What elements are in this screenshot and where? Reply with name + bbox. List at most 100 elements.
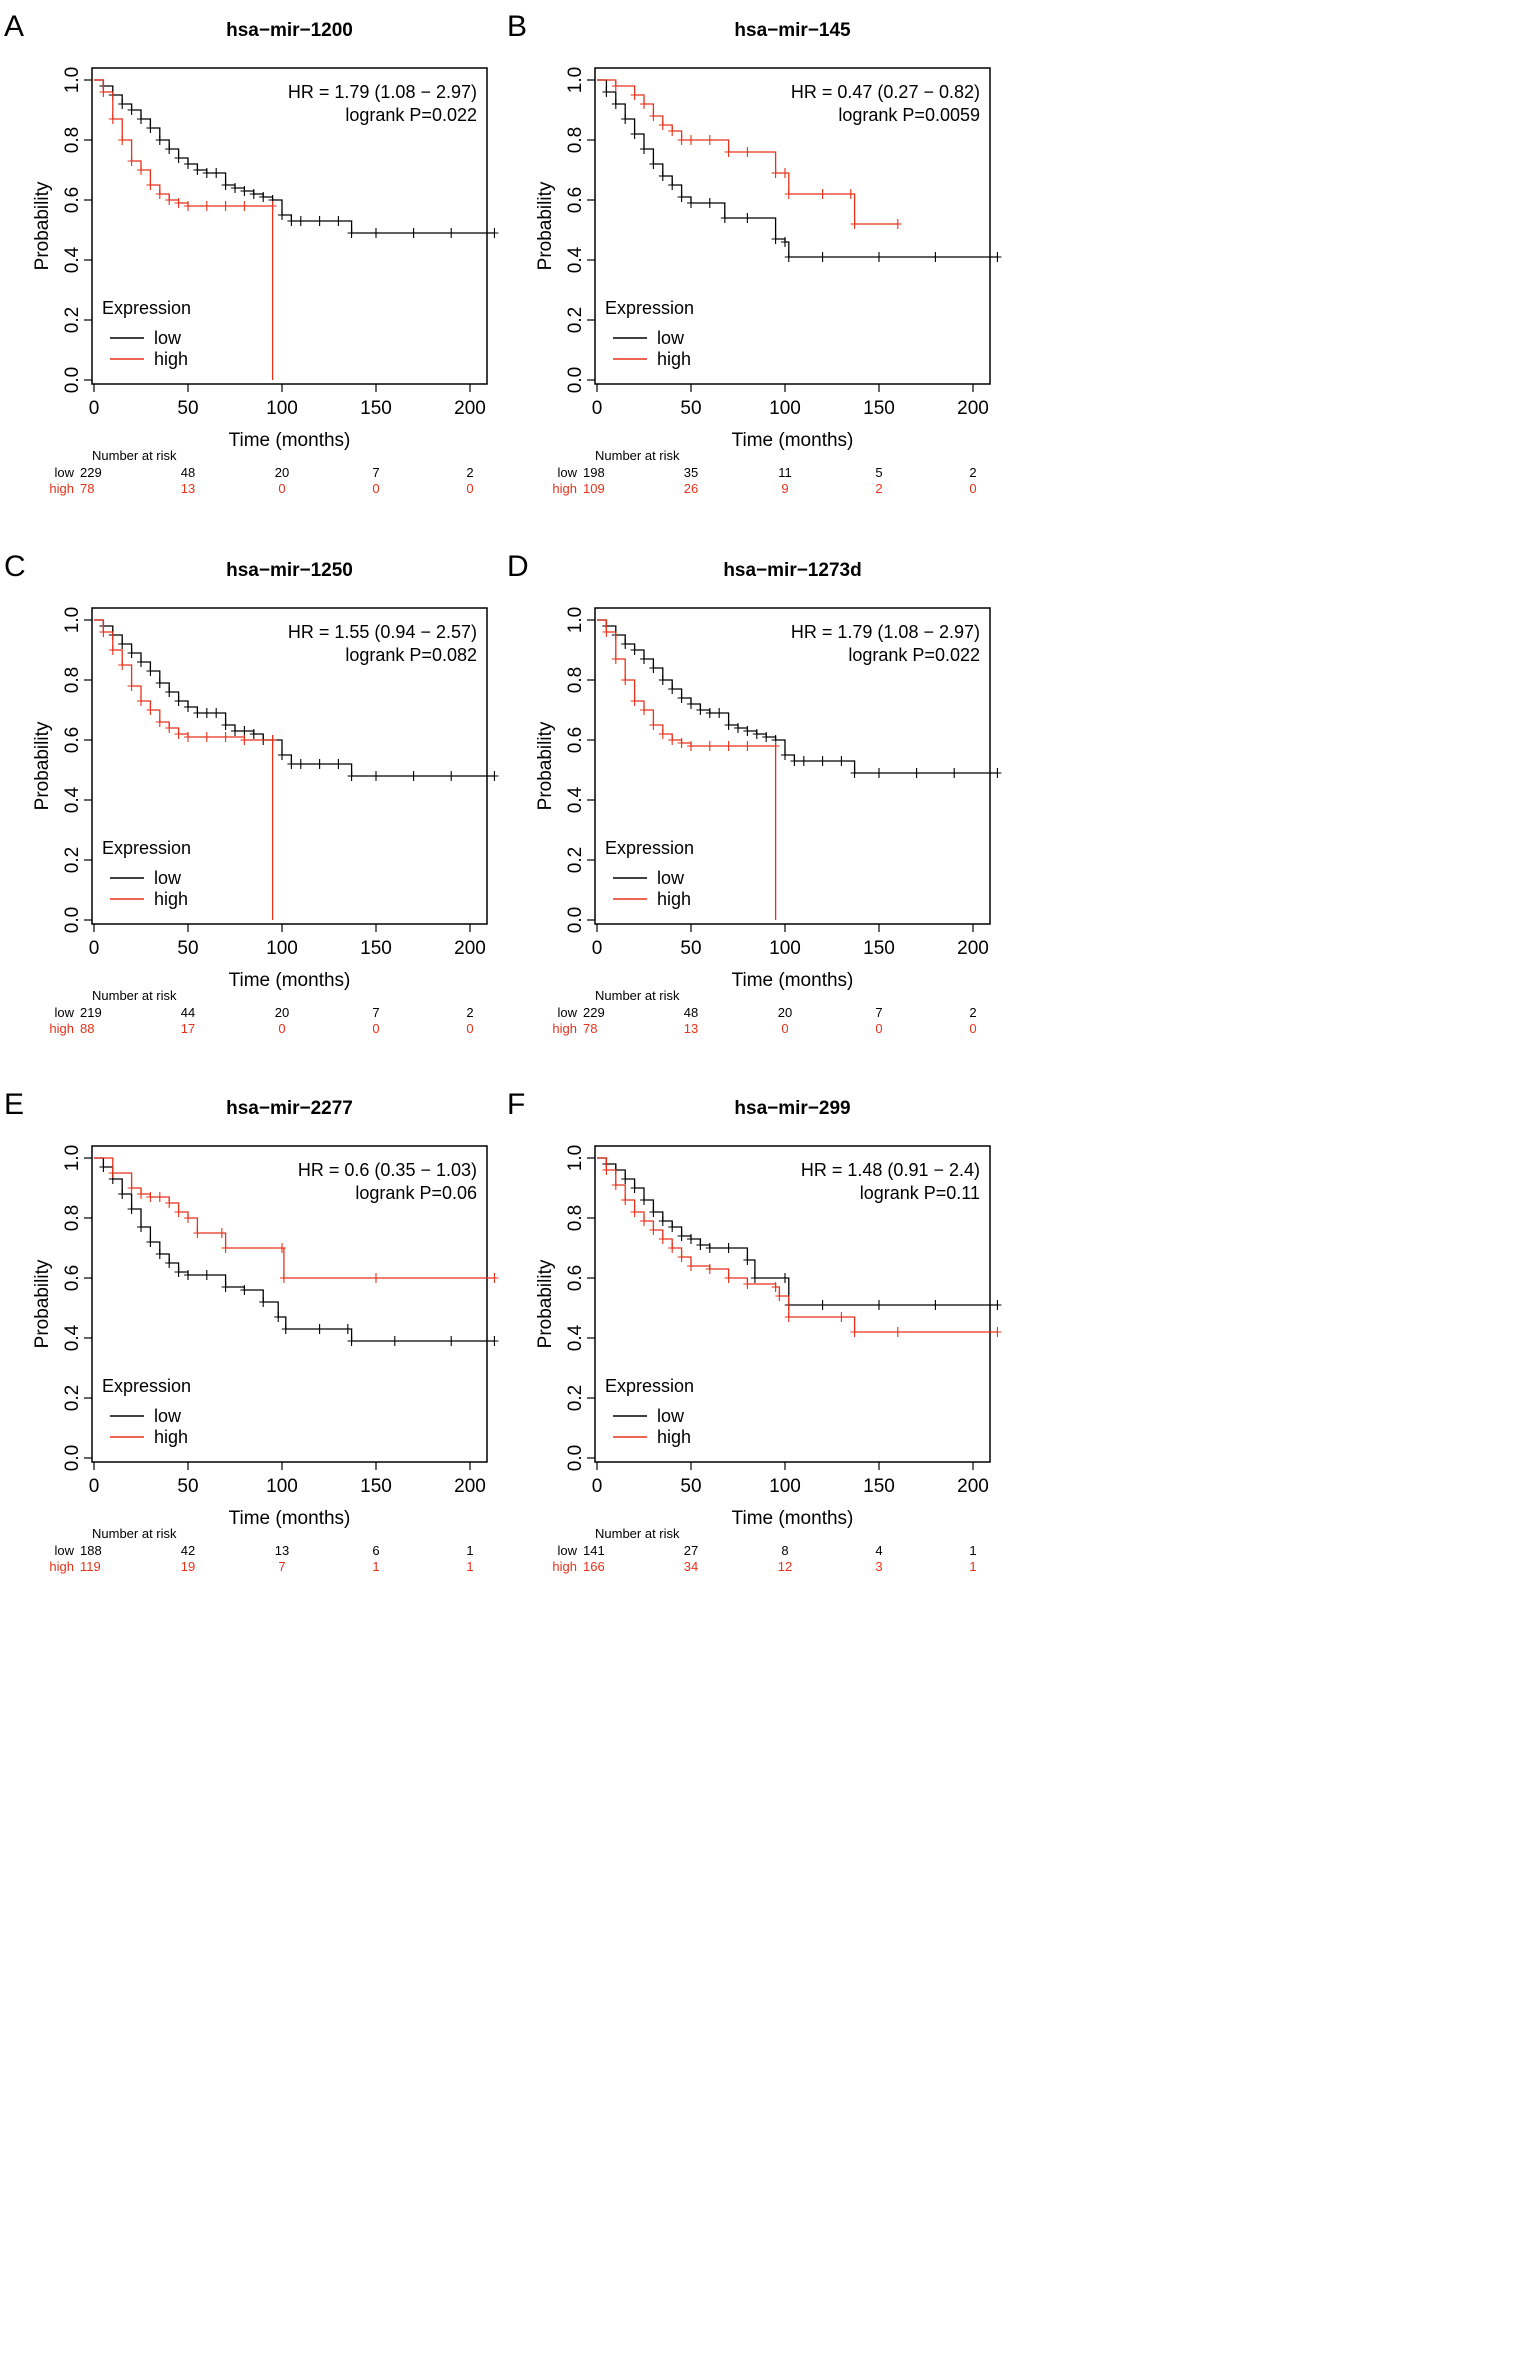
censor-mark-low bbox=[202, 168, 211, 178]
censor-mark-high bbox=[630, 90, 639, 100]
censor-mark-high bbox=[137, 1189, 145, 1199]
censor-mark-low bbox=[155, 135, 164, 145]
censor-mark-low bbox=[649, 663, 658, 673]
y-tick-label: 0.6 bbox=[62, 1265, 83, 1291]
risk-count: 219 bbox=[80, 1005, 102, 1020]
censor-mark-high bbox=[850, 1327, 859, 1337]
censor-mark-low bbox=[743, 726, 752, 736]
x-axis-label: Time (months) bbox=[229, 1508, 351, 1529]
risk-count: 0 bbox=[466, 1021, 473, 1036]
x-axis-label: Time (months) bbox=[229, 430, 351, 451]
censor-mark-high bbox=[127, 1183, 136, 1193]
censor-mark-low bbox=[705, 708, 714, 718]
legend-label-high: high bbox=[154, 889, 188, 909]
x-tick-label: 0 bbox=[89, 398, 100, 419]
censor-mark-low bbox=[193, 708, 202, 718]
censor-mark-high bbox=[202, 732, 211, 742]
y-tick-label: 0.4 bbox=[62, 786, 83, 813]
censor-mark-low bbox=[315, 759, 324, 769]
x-tick-label: 150 bbox=[360, 1476, 392, 1497]
risk-count: 2 bbox=[466, 1005, 473, 1020]
risk-group-high: high bbox=[49, 481, 74, 496]
x-tick-label: 100 bbox=[769, 938, 801, 959]
censor-mark-high bbox=[184, 201, 192, 211]
number-at-risk-heading: Number at risk bbox=[595, 448, 680, 463]
risk-count: 8 bbox=[781, 1543, 788, 1558]
plot-frame bbox=[594, 1145, 991, 1463]
censor-mark-high bbox=[221, 201, 230, 211]
censor-mark-low bbox=[724, 720, 733, 730]
censor-mark-low bbox=[602, 87, 611, 97]
censor-mark-low bbox=[127, 648, 136, 658]
censor-mark-low bbox=[118, 99, 127, 109]
x-tick-label: 100 bbox=[266, 398, 298, 419]
censor-mark-low bbox=[687, 699, 695, 709]
censor-mark-high bbox=[658, 120, 667, 130]
risk-count: 7 bbox=[372, 1005, 379, 1020]
censor-mark-low bbox=[240, 186, 249, 196]
censor-mark-high bbox=[640, 705, 648, 715]
x-tick-label: 150 bbox=[863, 1476, 895, 1497]
censor-mark-low bbox=[490, 1336, 499, 1346]
censor-mark-low bbox=[720, 213, 729, 223]
risk-count: 26 bbox=[684, 481, 698, 496]
panel-title: hsa−mir−299 bbox=[734, 1098, 850, 1119]
y-tick-label: 0.2 bbox=[62, 307, 83, 333]
risk-count: 0 bbox=[466, 481, 473, 496]
censor-mark-high bbox=[118, 135, 127, 145]
censor-mark-low bbox=[750, 1273, 759, 1283]
censor-mark-low bbox=[372, 228, 380, 238]
x-tick-label: 100 bbox=[769, 398, 801, 419]
legend-title: Expression bbox=[605, 1376, 694, 1396]
risk-count: 34 bbox=[684, 1559, 698, 1574]
risk-count: 119 bbox=[80, 1559, 101, 1574]
risk-count: 198 bbox=[583, 465, 605, 480]
censor-mark-high bbox=[677, 1252, 686, 1262]
censor-mark-high bbox=[99, 87, 108, 97]
censor-mark-high bbox=[221, 732, 230, 742]
censor-mark-low bbox=[875, 768, 883, 778]
censor-mark-low bbox=[818, 1300, 827, 1310]
y-axis-label: Probability bbox=[32, 1259, 53, 1348]
censor-mark-low bbox=[818, 252, 827, 262]
censor-mark-low bbox=[931, 252, 940, 262]
censor-mark-low bbox=[447, 228, 456, 238]
risk-count: 20 bbox=[275, 465, 289, 480]
y-tick-label: 1.0 bbox=[565, 607, 586, 633]
censor-mark-low bbox=[221, 1282, 230, 1292]
plot-frame bbox=[594, 67, 991, 385]
risk-count: 0 bbox=[278, 481, 285, 496]
censor-mark-high bbox=[165, 723, 174, 733]
censor-mark-low bbox=[334, 759, 343, 769]
legend-label-low: low bbox=[657, 328, 685, 348]
censor-mark-low bbox=[165, 1258, 174, 1268]
y-tick-label: 0.8 bbox=[62, 667, 83, 693]
risk-count: 11 bbox=[778, 465, 792, 480]
censor-mark-high bbox=[611, 81, 620, 91]
censor-mark-low bbox=[621, 639, 630, 649]
censor-mark-high bbox=[668, 735, 677, 745]
censor-mark-low bbox=[249, 729, 258, 739]
censor-mark-low bbox=[658, 1216, 667, 1226]
censor-mark-low bbox=[743, 1255, 752, 1265]
risk-count: 0 bbox=[278, 1021, 285, 1036]
x-tick-label: 200 bbox=[957, 1476, 989, 1497]
censor-mark-high bbox=[784, 189, 793, 199]
censor-mark-high bbox=[743, 1279, 752, 1289]
y-tick-label: 0.6 bbox=[565, 727, 586, 753]
y-tick-label: 0.2 bbox=[565, 307, 586, 333]
risk-count: 19 bbox=[181, 1559, 195, 1574]
x-tick-label: 100 bbox=[266, 1476, 298, 1497]
y-tick-label: 1.0 bbox=[62, 607, 83, 633]
logrank-annotation: logrank P=0.0059 bbox=[838, 105, 980, 125]
censor-mark-low bbox=[409, 771, 418, 781]
x-tick-label: 100 bbox=[769, 1476, 801, 1497]
censor-mark-low bbox=[202, 1270, 211, 1280]
x-tick-label: 200 bbox=[957, 938, 989, 959]
censor-mark-high bbox=[137, 696, 145, 706]
censor-mark-low bbox=[146, 666, 155, 676]
censor-mark-low bbox=[334, 216, 343, 226]
